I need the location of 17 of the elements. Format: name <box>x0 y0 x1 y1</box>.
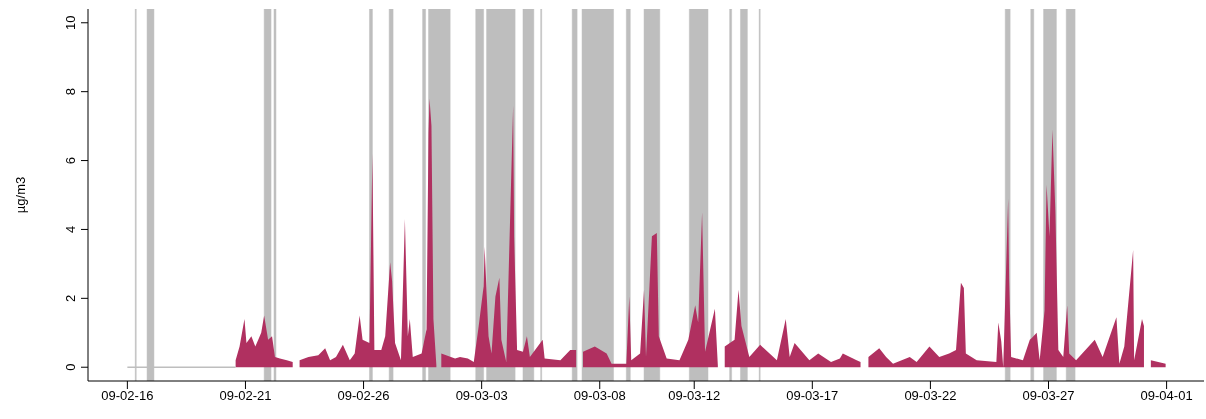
y-tick-label: 4 <box>63 225 78 234</box>
x-tick-label: 09-03-08 <box>573 388 626 404</box>
y-axis-title: µg/m3 <box>12 176 28 214</box>
y-tick-label: 0 <box>63 363 78 371</box>
x-tick-label: 09-02-21 <box>219 388 272 404</box>
x-tick-label: 09-03-03 <box>455 388 508 404</box>
y-tick-label: 8 <box>63 88 78 96</box>
x-tick-label: 09-02-26 <box>337 388 390 404</box>
x-tick-label: 09-03-22 <box>904 388 957 404</box>
y-tick-label: 2 <box>63 294 78 302</box>
x-tick-label: 09-03-12 <box>668 388 721 404</box>
y-tick-label: 10 <box>63 15 78 31</box>
x-tick-label: 09-03-27 <box>1022 388 1075 404</box>
x-tick-label: 09-02-16 <box>101 388 154 404</box>
x-tick-label: 09-03-17 <box>786 388 839 404</box>
y-tick-label: 6 <box>63 156 78 165</box>
x-tick-label: 09-04-01 <box>1140 388 1193 404</box>
